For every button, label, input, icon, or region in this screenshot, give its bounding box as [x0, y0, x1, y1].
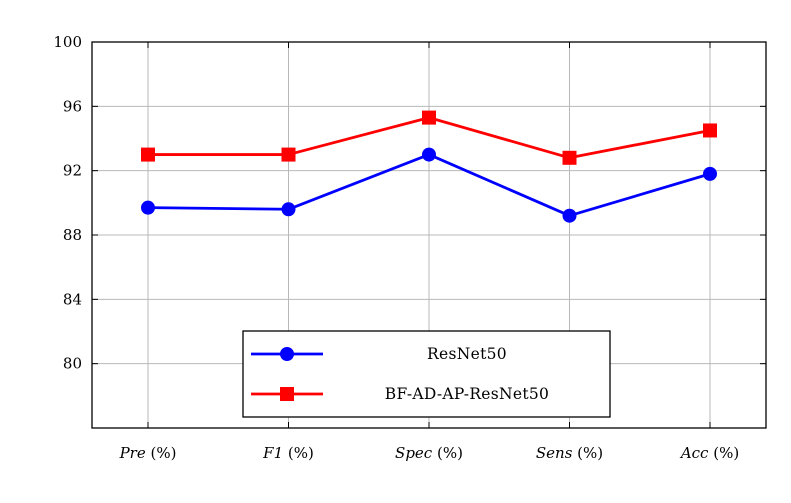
- data-point: [281, 202, 296, 217]
- legend-entry: BF-AD-AP-ResNet50: [251, 385, 549, 403]
- x-axis-ticks: Pre (%) F1 (%) Spec (%) Sens (%) Acc (%): [119, 42, 739, 462]
- y-tick-label: 92: [63, 162, 82, 180]
- x-tick-label-main: Acc: [679, 444, 709, 462]
- x-tick-label: Acc (%): [679, 444, 739, 462]
- data-point: [141, 147, 155, 162]
- y-tick-label: 88: [63, 226, 82, 244]
- series: [141, 110, 717, 223]
- x-tick-label: Sens (%): [536, 444, 603, 462]
- legend-label: ResNet50: [427, 345, 507, 363]
- data-point: [703, 123, 717, 138]
- x-tick-label-main: Sens: [536, 444, 573, 462]
- x-tick-label-unit: (%): [283, 444, 314, 462]
- legend-label: BF-AD-AP-ResNet50: [385, 385, 549, 403]
- x-tick-label: Pre (%): [119, 444, 177, 462]
- data-point: [562, 208, 577, 223]
- y-axis-ticks: 80 84 88 92 96 100: [53, 33, 766, 373]
- legend: ResNet50 BF-AD-AP-ResNet50: [242, 330, 611, 418]
- legend-box: [242, 330, 611, 418]
- x-tick-label-main: Spec: [395, 444, 433, 462]
- x-tick-label-main: Pre: [119, 444, 146, 462]
- legend-entry: ResNet50: [251, 345, 507, 363]
- plot-frame: [91, 41, 767, 429]
- legend-marker: [280, 347, 294, 361]
- data-point: [703, 166, 717, 181]
- data-point: [281, 147, 296, 162]
- series-1: [141, 147, 717, 223]
- y-tick-label: 100: [53, 33, 82, 51]
- data-point: [141, 200, 155, 215]
- x-tick-label-unit: (%): [146, 444, 177, 462]
- y-tick-label: 84: [63, 290, 82, 308]
- data-point: [422, 110, 436, 125]
- data-point: [422, 147, 436, 162]
- x-tick-label-unit: (%): [572, 444, 603, 462]
- x-tick-label-unit: (%): [432, 444, 463, 462]
- series-2: [141, 110, 717, 165]
- legend-marker: [280, 387, 294, 401]
- x-tick-label-main: F1: [262, 444, 283, 462]
- x-tick-label: F1 (%): [262, 444, 314, 462]
- y-tick-label: 96: [63, 97, 82, 115]
- x-tick-label-unit: (%): [708, 444, 739, 462]
- y-tick-label: 80: [63, 355, 82, 373]
- data-point: [562, 150, 577, 165]
- x-tick-label: Spec (%): [395, 444, 463, 462]
